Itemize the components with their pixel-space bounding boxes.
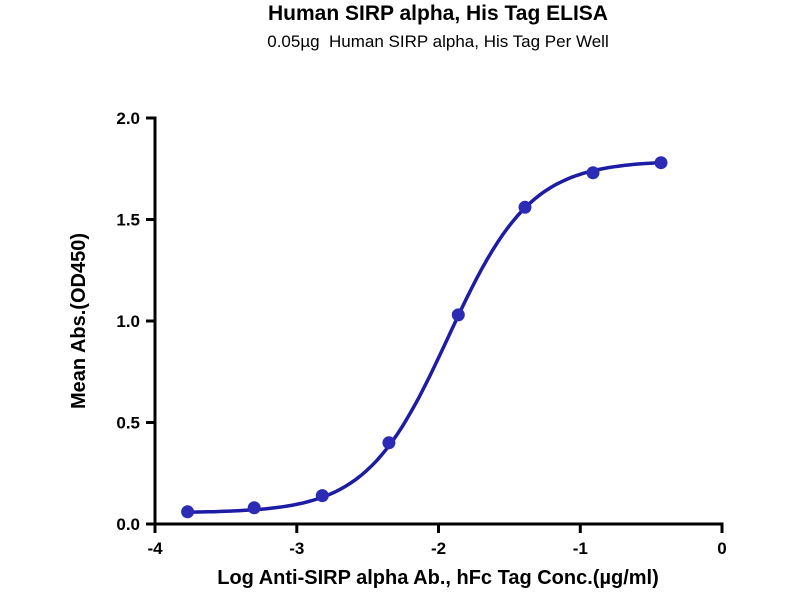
x-tick-label: -2 (431, 539, 446, 558)
data-point (181, 505, 195, 519)
x-tick-label: -3 (289, 539, 304, 558)
x-tick-label: 0 (717, 539, 726, 558)
data-point (382, 436, 396, 450)
y-tick-label: 0.0 (116, 515, 140, 534)
data-point (451, 308, 465, 322)
data-point (586, 166, 600, 180)
chart-subtitle: 0.05µg Human SIRP alpha, His Tag Per Wel… (267, 32, 609, 51)
data-point (247, 501, 261, 515)
y-tick-label: 2.0 (116, 109, 140, 128)
x-tick-label: -1 (573, 539, 588, 558)
y-tick-label: 1.5 (116, 211, 140, 230)
fit-curve (185, 160, 663, 514)
data-points (181, 156, 668, 519)
chart-title: Human SIRP alpha, His Tag ELISA (268, 2, 608, 25)
x-axis-tick-labels: -4 -3 -2 -1 0 (147, 539, 726, 558)
data-point (654, 156, 668, 170)
y-tick-label: 0.5 (116, 414, 140, 433)
x-axis-ticks (153, 524, 724, 533)
y-tick-label: 1.0 (116, 312, 140, 331)
data-point (518, 200, 532, 214)
data-point (315, 489, 329, 503)
x-axis-title: Log Anti-SIRP alpha Ab., hFc Tag Conc.(µ… (217, 567, 659, 589)
y-axis-title: Mean Abs.(OD450) (68, 233, 90, 409)
y-axis-tick-labels: 0.0 0.5 1.0 1.5 2.0 (116, 109, 140, 534)
x-tick-label: -4 (147, 539, 163, 558)
